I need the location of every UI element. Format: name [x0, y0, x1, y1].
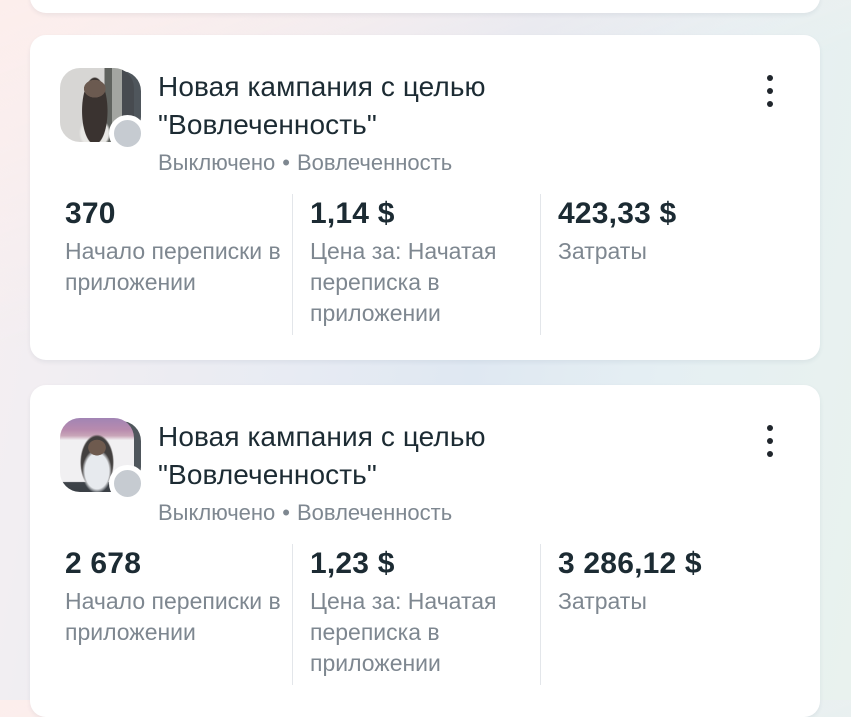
campaign-status-line: Выключено • Вовлеченность	[158, 150, 758, 176]
more-options-button[interactable]	[758, 418, 782, 458]
stat-label: Затраты	[558, 238, 647, 264]
status-badge-icon	[109, 465, 146, 502]
kebab-menu-icon	[767, 438, 773, 444]
campaign-title: Новая кампания с целью "Вовлеченность"	[158, 421, 486, 490]
stat-value: 2 678	[65, 547, 142, 580]
kebab-menu-icon	[767, 425, 773, 431]
campaign-list-page: Новая кампания с целью "Вовлеченность" В…	[30, 0, 820, 685]
previous-card-bottom-edge[interactable]	[30, 0, 820, 13]
campaign-objective: Вовлеченность	[297, 150, 453, 175]
kebab-menu-icon	[767, 88, 773, 94]
campaign-status: Выключено	[158, 500, 276, 525]
campaign-status: Выключено	[158, 150, 276, 175]
campaign-card[interactable]: Новая кампания с целью "Вовлеченность" В…	[30, 385, 820, 717]
stat-results: 370 Начало переписки в приложении	[65, 194, 292, 335]
campaign-stats-row: 370 Начало переписки в приложении 1,14 $…	[65, 194, 820, 335]
stat-spend: 423,33 $ Затраты	[540, 194, 820, 335]
stat-label: Начало переписки в приложении	[65, 238, 281, 295]
campaign-card-header: Новая кампания с целью "Вовлеченность" В…	[30, 385, 820, 526]
stat-cost-per-result: 1,23 $ Цена за: Начатая переписка в прил…	[292, 544, 540, 685]
stat-value: 3 286,12 $	[558, 547, 702, 580]
stat-label: Начало переписки в приложении	[65, 588, 281, 645]
campaign-card-header: Новая кампания с целью "Вовлеченность" В…	[30, 35, 820, 176]
campaign-info: Новая кампания с целью "Вовлеченность" В…	[158, 68, 758, 176]
stat-value: 1,23 $	[310, 547, 395, 580]
stat-cost-per-result: 1,14 $ Цена за: Начатая переписка в прил…	[292, 194, 540, 335]
campaign-title: Новая кампания с целью "Вовлеченность"	[158, 71, 486, 140]
kebab-menu-icon	[767, 451, 773, 457]
campaign-stats-row: 2 678 Начало переписки в приложении 1,23…	[65, 544, 820, 685]
stat-value: 1,14 $	[310, 197, 395, 230]
kebab-menu-icon	[767, 101, 773, 107]
stat-spend: 3 286,12 $ Затраты	[540, 544, 820, 685]
more-options-button[interactable]	[758, 68, 782, 108]
campaign-thumbnail	[60, 418, 146, 502]
stat-value: 370	[65, 197, 116, 230]
status-separator-dot: •	[282, 500, 290, 525]
campaign-thumbnail	[60, 68, 146, 152]
stat-label: Затраты	[558, 588, 647, 614]
stat-label: Цена за: Начатая переписка в приложении	[310, 238, 497, 326]
status-separator-dot: •	[282, 150, 290, 175]
stat-label: Цена за: Начатая переписка в приложении	[310, 588, 497, 676]
stat-value: 423,33 $	[558, 197, 677, 230]
campaign-objective: Вовлеченность	[297, 500, 453, 525]
status-badge-icon	[109, 115, 146, 152]
kebab-menu-icon	[767, 75, 773, 81]
campaign-card[interactable]: Новая кампания с целью "Вовлеченность" В…	[30, 35, 820, 360]
campaign-status-line: Выключено • Вовлеченность	[158, 500, 758, 526]
stat-results: 2 678 Начало переписки в приложении	[65, 544, 292, 685]
campaign-info: Новая кампания с целью "Вовлеченность" В…	[158, 418, 758, 526]
